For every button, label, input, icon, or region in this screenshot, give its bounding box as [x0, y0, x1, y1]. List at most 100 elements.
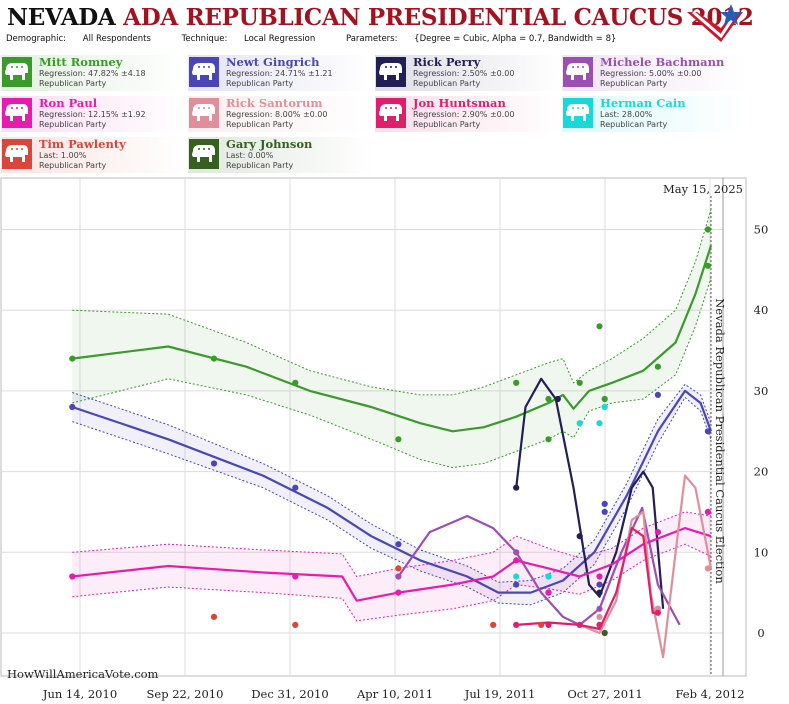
candidate-card: Rick Perry Regression: 2.50% ±0.00 Republi…: [375, 55, 560, 91]
x-tick-label: Jul 19, 2011: [464, 687, 536, 701]
demographic-value: All Respondents: [82, 34, 151, 44]
poll-point: [601, 629, 608, 637]
x-tick-label: Feb 4, 2012: [675, 687, 744, 701]
candidate-stat: Last: 0.00%: [226, 151, 274, 160]
poll-point: [596, 573, 603, 580]
candidate-name: Ron Paul: [39, 96, 98, 110]
elephant-icon: [2, 57, 32, 87]
elephant-icon: [2, 98, 32, 128]
lower-bound-line: [72, 277, 712, 469]
trend-line: [397, 506, 681, 626]
candidate-party: Republican Party: [39, 161, 107, 170]
poll-point: [704, 262, 712, 269]
poll-point: [210, 355, 218, 362]
candidate-name: Mitt Romney: [39, 55, 123, 69]
y-tick-label: 30: [754, 384, 769, 398]
candidate-card: Ron Paul Regression: 12.15% ±1.92 Republic…: [1, 96, 186, 132]
poll-point: [545, 395, 552, 403]
elephant-icon: [563, 57, 593, 87]
poll-point: [554, 395, 561, 403]
candidate-party: Republican Party: [39, 120, 107, 129]
poll-point: [292, 484, 299, 491]
poll-point: [513, 484, 520, 491]
poll-point: [576, 420, 583, 427]
poll-point: [654, 609, 662, 616]
confidence-band: [72, 209, 712, 468]
candidate-name: Tim Pawlenty: [39, 137, 126, 151]
elephant-icon: [2, 139, 32, 169]
poll-point: [596, 605, 603, 612]
chart-parameters: Demographic: All Respondents Technique: …: [6, 34, 644, 44]
candidate-name: Herman Cain: [600, 96, 686, 110]
poll-point: [513, 573, 520, 580]
poll-point: [596, 589, 603, 596]
poll-point: [596, 621, 603, 628]
candidate-stat: Regression: 8.00% ±0.00: [226, 110, 328, 119]
poll-point: [654, 363, 662, 370]
x-tick-label: Oct 27, 2011: [567, 687, 642, 701]
candidate-stat: Regression: 24.71% ±1.21: [226, 69, 333, 78]
candidate-name: Newt Gingrich: [226, 55, 320, 69]
y-tick-label: 20: [754, 465, 769, 479]
poll-point: [545, 573, 552, 580]
poll-point: [210, 613, 218, 620]
x-tick-label: Dec 31, 2010: [251, 687, 328, 701]
poll-point: [513, 549, 520, 556]
elephant-icon: [189, 98, 219, 128]
parameters-value: {Degree = Cubic, Alpha = 0.7, Bandwidth …: [414, 34, 617, 44]
candidate-stat: Regression: 2.50% ±0.00: [413, 69, 515, 78]
poll-point: [596, 581, 603, 588]
elephant-icon: [189, 139, 219, 169]
candidate-card: Gary Johnson Last: 0.00% Republican Party: [188, 137, 373, 173]
x-tick-label: Jun 14, 2010: [42, 687, 117, 701]
poll-point: [395, 589, 402, 596]
demographic-label: Demographic:: [6, 34, 67, 44]
trend-line: [516, 527, 658, 631]
candidate-stat: Regression: 5.00% ±0.00: [600, 69, 702, 78]
poll-point: [596, 323, 603, 330]
site-logo-icon: [687, 4, 743, 42]
poll-point: [395, 565, 402, 572]
poll-point: [545, 436, 552, 443]
poll-point: [596, 420, 603, 427]
title-state: NEVADA: [7, 4, 116, 31]
plot-area: [0, 177, 747, 677]
candidate-stat: Regression: 47.82% ±4.18: [39, 69, 146, 78]
trend-line: [72, 527, 712, 602]
poll-point: [69, 355, 76, 362]
candidate-stat: Last: 28.00%: [600, 110, 653, 119]
elephant-icon: [376, 98, 406, 128]
upper-bound-line: [72, 383, 712, 583]
upper-bound-line: [72, 511, 712, 578]
poll-point: [576, 621, 583, 628]
poll-point: [513, 621, 520, 628]
elephant-icon: [563, 98, 593, 128]
poll-point: [490, 621, 497, 628]
poll-point: [395, 436, 402, 443]
candidate-party: Republican Party: [226, 79, 294, 88]
poll-point: [69, 403, 76, 411]
parameters-label: Parameters:: [345, 34, 398, 44]
poll-point: [596, 613, 603, 620]
poll-point: [704, 226, 712, 233]
trend-line: [72, 245, 713, 433]
candidate-party: Republican Party: [39, 79, 107, 88]
lower-bound-line: [72, 543, 712, 622]
title-rest: ADA REPUBLICAN PRESIDENTIAL CAUCUS 2012: [123, 4, 754, 31]
elephant-icon: [189, 57, 219, 87]
poll-point: [704, 508, 712, 515]
poll-point: [545, 589, 552, 596]
poll-chart: Jun 14, 2010 Sep 22, 2010 Dec 31, 2010 Apr …: [0, 177, 769, 701]
poll-point: [654, 529, 662, 536]
poll-point: [395, 541, 402, 548]
candidate-card: Jon Huntsman Regression: 2.90% ±0.00 Repub…: [375, 96, 560, 132]
poll-point: [704, 565, 712, 572]
candidate-party: Republican Party: [413, 120, 481, 129]
poll-point: [545, 621, 552, 628]
current-date-label: May 15, 2025: [663, 182, 743, 196]
watermark: HowWillAmericaVote.com: [7, 667, 159, 681]
technique-label: Technique:: [181, 34, 228, 44]
poll-point: [210, 460, 218, 467]
y-tick-label: 40: [754, 303, 769, 317]
candidate-party: Republican Party: [226, 120, 294, 129]
